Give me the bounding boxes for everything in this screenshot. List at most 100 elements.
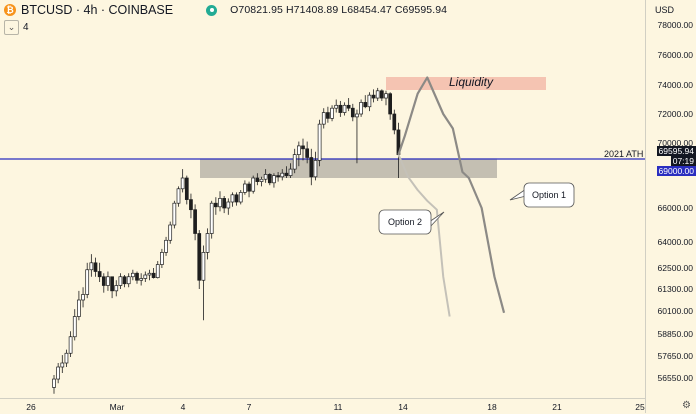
indicator-row: ⌄ 4: [4, 20, 29, 35]
time-label: 25: [635, 402, 645, 412]
candle: [267, 174, 272, 184]
candle: [155, 264, 160, 278]
candle: [342, 104, 347, 113]
bar-countdown-tag: 07:19: [670, 156, 696, 166]
indicator-count: 4: [23, 22, 29, 33]
market-open-icon: [206, 4, 218, 16]
candle: [263, 174, 268, 180]
price-label: 64000.00: [657, 237, 693, 247]
candle: [330, 107, 334, 119]
candle: [251, 177, 256, 192]
candle: [238, 192, 243, 203]
candle: [176, 188, 181, 204]
candle: [350, 107, 355, 118]
price-axis[interactable]: USD 78000.00 76000.00 74000.00 72000.00 …: [645, 0, 696, 413]
candle: [326, 112, 330, 119]
time-label: 21: [552, 402, 562, 412]
candle: [197, 233, 202, 281]
currency-label[interactable]: USD: [655, 5, 675, 15]
candle: [180, 177, 185, 190]
time-axis[interactable]: 26 Mar 4 7 11 14 18 21 25: [0, 398, 645, 414]
candle: [297, 145, 301, 155]
option-2-label: Option 2: [388, 217, 422, 227]
price-chart[interactable]: Liquidity Option 1 Option 2: [0, 0, 645, 398]
candle: [201, 252, 206, 281]
candle: [276, 175, 280, 178]
candle: [255, 177, 260, 182]
time-label: 7: [246, 402, 252, 412]
candle: [280, 172, 285, 178]
price-label: 57650.00: [657, 351, 693, 361]
candle: [118, 276, 123, 286]
option-1-label-box: [523, 182, 575, 208]
candle: [151, 272, 156, 278]
candle: [226, 201, 231, 209]
candle: [313, 160, 318, 178]
candle: [234, 194, 239, 203]
candle: [126, 276, 131, 285]
liquidity-label: Liquidity: [449, 75, 494, 89]
candle: [371, 94, 376, 99]
candle: [218, 198, 222, 208]
candle: [135, 272, 139, 281]
candle: [85, 269, 90, 295]
candle: [160, 252, 164, 265]
option-2-label-box: [378, 209, 432, 235]
candle: [131, 272, 135, 278]
candle: [259, 178, 264, 182]
candle: [338, 104, 343, 113]
price-label: 61300.00: [657, 284, 693, 294]
time-label: 18: [487, 402, 497, 412]
candle: [168, 224, 173, 241]
collapse-indicators-button[interactable]: ⌄: [4, 20, 19, 35]
candle: [68, 336, 73, 354]
candle: [384, 93, 388, 99]
candle: [97, 271, 102, 278]
chart-pane[interactable]: Liquidity Option 1 Option 2 ₿ BTCUSD · 4h …: [0, 0, 645, 398]
candle: [64, 352, 69, 364]
option-2-path: [397, 154, 451, 317]
price-label: 70000.00: [657, 138, 693, 148]
candle: [301, 145, 305, 150]
candle: [209, 202, 214, 234]
candle: [355, 113, 359, 118]
candle: [367, 94, 372, 108]
candle: [139, 278, 143, 281]
candle: [375, 90, 380, 99]
candle: [184, 177, 189, 200]
candle: [284, 172, 289, 176]
candle: [214, 202, 218, 208]
price-label: 58850.00: [657, 329, 693, 339]
bitcoin-icon: ₿: [4, 4, 16, 16]
candle: [106, 276, 110, 286]
candle: [60, 362, 65, 368]
time-label: Mar: [109, 402, 125, 412]
candle: [317, 123, 322, 161]
candle: [72, 316, 77, 338]
candle: [243, 183, 247, 193]
candle: [172, 202, 177, 226]
candle: [272, 175, 276, 184]
candle: [334, 104, 339, 109]
candle: [363, 102, 368, 108]
candle: [205, 233, 210, 253]
candle: [321, 112, 326, 125]
ohlc-values: O70821.95 H71408.89 L68454.47 C69595.94: [230, 4, 448, 16]
symbol-title[interactable]: BTCUSD · 4h · COINBASE: [21, 3, 174, 17]
price-label: 72000.00: [657, 109, 693, 119]
option-1-label: Option 1: [532, 190, 566, 200]
price-label: 62500.00: [657, 263, 693, 273]
price-label: 76000.00: [657, 50, 693, 60]
candle: [77, 299, 81, 317]
candle: [143, 274, 148, 279]
candle: [110, 276, 114, 292]
ath-label: 2021 ATH: [604, 149, 644, 159]
candle: [193, 209, 197, 234]
time-label: 11: [333, 402, 343, 412]
price-label: 60100.00: [657, 306, 693, 316]
support-zone: [200, 158, 497, 178]
candle: [164, 239, 168, 253]
candle: [392, 113, 397, 131]
settings-icon[interactable]: ⚙: [682, 400, 691, 411]
candle: [114, 285, 119, 292]
